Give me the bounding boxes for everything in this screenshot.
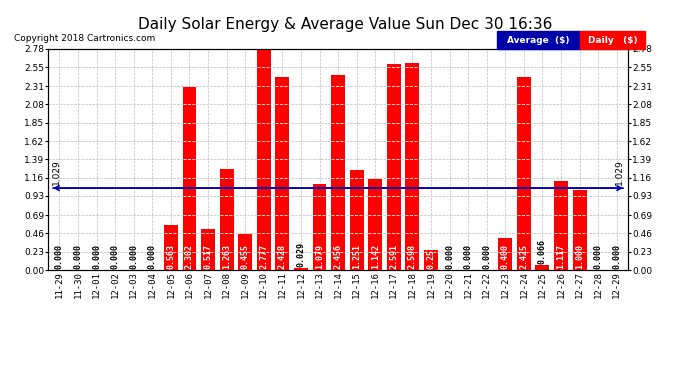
Text: 0.066: 0.066 bbox=[538, 239, 547, 264]
Bar bbox=[554, 181, 568, 270]
Bar bbox=[331, 75, 345, 270]
Text: 2.302: 2.302 bbox=[185, 244, 194, 269]
Bar bbox=[238, 234, 252, 270]
Text: 0.455: 0.455 bbox=[241, 244, 250, 269]
Text: 1.142: 1.142 bbox=[371, 244, 380, 269]
Text: 1.251: 1.251 bbox=[352, 244, 361, 269]
Text: Copyright 2018 Cartronics.com: Copyright 2018 Cartronics.com bbox=[14, 34, 155, 43]
Text: 0.000: 0.000 bbox=[110, 244, 119, 269]
Text: 2.591: 2.591 bbox=[389, 244, 398, 269]
Text: 0.000: 0.000 bbox=[55, 244, 64, 269]
Text: Daily Solar Energy & Average Value Sun Dec 30 16:36: Daily Solar Energy & Average Value Sun D… bbox=[138, 17, 552, 32]
Text: 1.000: 1.000 bbox=[575, 244, 584, 269]
Bar bbox=[201, 229, 215, 270]
Text: 0.029: 0.029 bbox=[297, 242, 306, 267]
Bar bbox=[294, 268, 308, 270]
Text: 1.029: 1.029 bbox=[52, 159, 61, 185]
Bar bbox=[368, 179, 382, 270]
Bar bbox=[498, 238, 512, 270]
Text: 2.456: 2.456 bbox=[333, 244, 343, 269]
Text: 0.000: 0.000 bbox=[129, 244, 138, 269]
Text: 0.000: 0.000 bbox=[92, 244, 101, 269]
Bar bbox=[573, 190, 586, 270]
Bar bbox=[350, 170, 364, 270]
Text: 0.000: 0.000 bbox=[445, 244, 454, 269]
Text: 0.000: 0.000 bbox=[593, 244, 602, 269]
Text: 0.000: 0.000 bbox=[148, 244, 157, 269]
Text: 2.598: 2.598 bbox=[408, 244, 417, 269]
Text: 0.000: 0.000 bbox=[464, 244, 473, 269]
Bar bbox=[387, 64, 401, 270]
Text: 1.029: 1.029 bbox=[615, 159, 624, 185]
Text: 1.117: 1.117 bbox=[557, 244, 566, 269]
Text: 0.000: 0.000 bbox=[74, 244, 83, 269]
Bar bbox=[275, 77, 289, 270]
Text: 0.400: 0.400 bbox=[501, 244, 510, 269]
Bar bbox=[424, 249, 438, 270]
Bar bbox=[406, 63, 420, 270]
Bar bbox=[517, 77, 531, 270]
Text: 0.000: 0.000 bbox=[612, 244, 621, 269]
Bar bbox=[257, 49, 270, 270]
Text: 2.425: 2.425 bbox=[520, 244, 529, 269]
Text: Daily   ($): Daily ($) bbox=[588, 36, 637, 45]
Text: 0.563: 0.563 bbox=[166, 244, 175, 269]
Text: Average  ($): Average ($) bbox=[507, 36, 569, 45]
Text: 1.079: 1.079 bbox=[315, 244, 324, 269]
Text: 0.257: 0.257 bbox=[426, 244, 435, 269]
Bar bbox=[313, 184, 326, 270]
Bar bbox=[535, 265, 549, 270]
Bar bbox=[183, 87, 197, 270]
Text: 1.263: 1.263 bbox=[222, 244, 231, 269]
Text: 0.517: 0.517 bbox=[204, 244, 213, 269]
Text: 0.000: 0.000 bbox=[482, 244, 491, 269]
Text: 2.428: 2.428 bbox=[278, 244, 287, 269]
Text: 2.777: 2.777 bbox=[259, 244, 268, 269]
Bar bbox=[219, 170, 234, 270]
Bar bbox=[164, 225, 178, 270]
